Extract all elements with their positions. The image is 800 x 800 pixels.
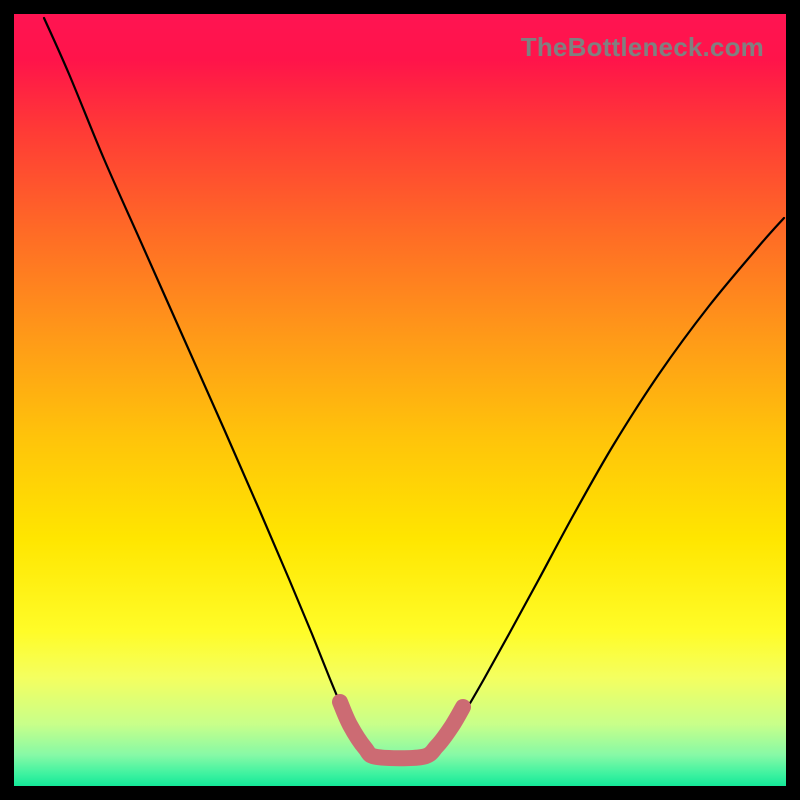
minimum-highlight [340,702,463,758]
watermark-text: TheBottleneck.com [521,32,764,63]
plot-frame: TheBottleneck.com [14,14,786,786]
bottleneck-curve [44,18,784,759]
curve-layer [14,14,786,786]
